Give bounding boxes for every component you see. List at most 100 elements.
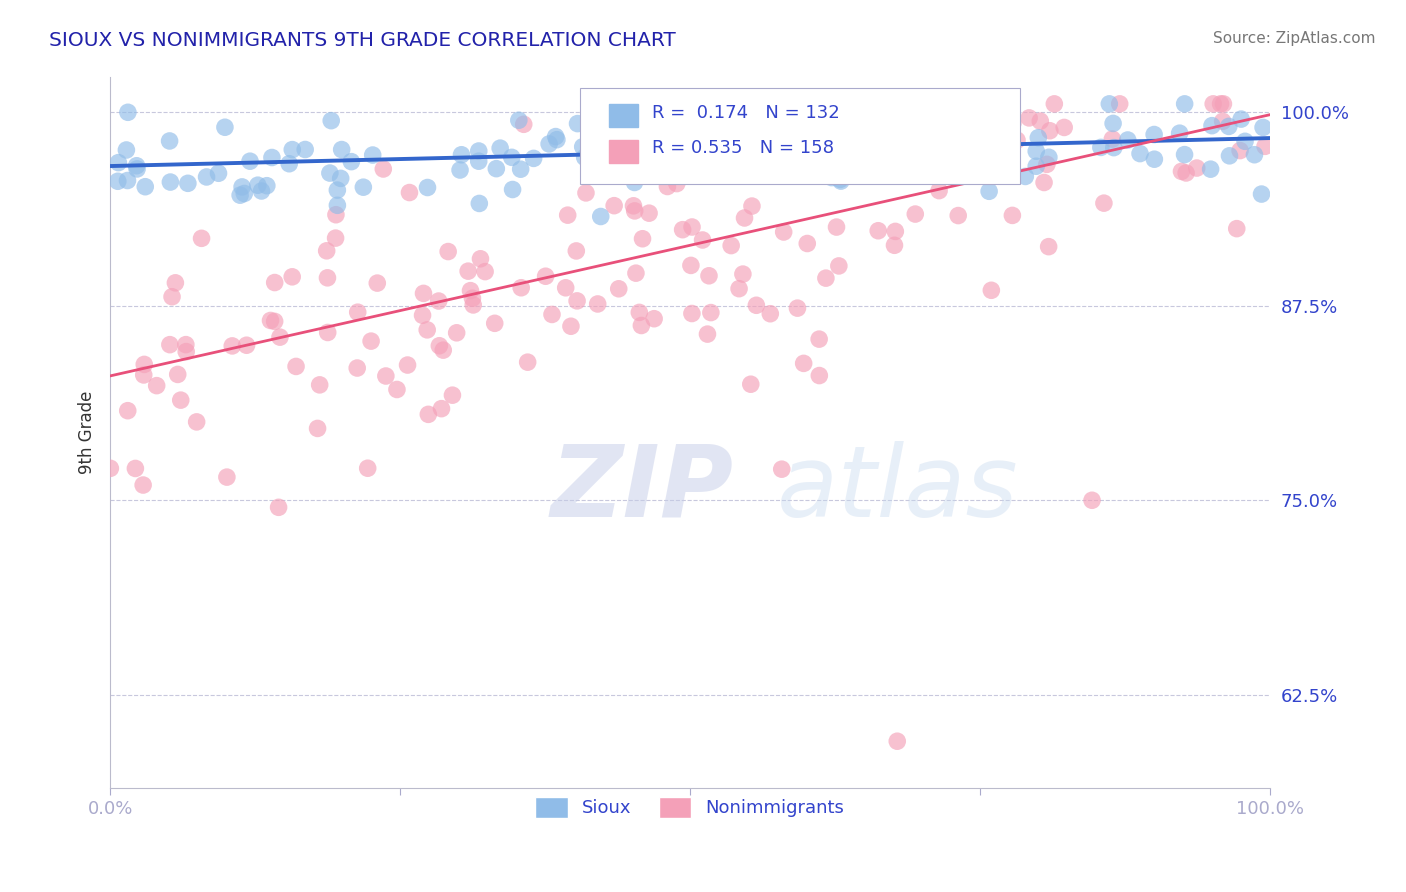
Point: [628, 305, 651, 319]
Point: [830, 172, 852, 186]
Point: [914, 135, 936, 149]
Point: [235, 338, 257, 352]
Point: [412, 286, 434, 301]
Point: [724, 127, 747, 141]
Point: [1243, 147, 1265, 161]
Point: [669, 153, 692, 167]
Point: [557, 208, 579, 222]
Point: [963, 157, 986, 171]
Point: [707, 142, 730, 156]
Point: [734, 211, 756, 225]
Point: [720, 238, 742, 252]
Point: [523, 152, 546, 166]
Point: [1039, 124, 1062, 138]
Point: [786, 301, 808, 315]
Point: [560, 319, 582, 334]
Point: [1234, 134, 1257, 148]
Point: [485, 161, 508, 176]
Point: [195, 169, 218, 184]
Point: [474, 264, 496, 278]
Point: [186, 415, 208, 429]
Point: [1005, 133, 1028, 147]
Point: [166, 368, 188, 382]
Point: [330, 143, 353, 157]
Point: [1168, 126, 1191, 140]
Point: [509, 162, 531, 177]
Point: [657, 179, 679, 194]
Point: [737, 128, 759, 142]
Point: [643, 311, 665, 326]
Point: [631, 232, 654, 246]
Point: [630, 318, 652, 333]
Point: [565, 293, 588, 308]
Point: [325, 231, 347, 245]
Point: [259, 313, 281, 327]
Point: [1090, 140, 1112, 154]
Point: [1250, 187, 1272, 202]
Point: [360, 334, 382, 348]
Point: [263, 314, 285, 328]
Point: [233, 186, 256, 201]
Point: [430, 401, 453, 416]
Point: [1038, 150, 1060, 164]
Point: [697, 268, 720, 283]
Point: [794, 153, 817, 168]
Point: [207, 166, 229, 180]
Point: [1001, 208, 1024, 222]
Point: [948, 209, 970, 223]
Point: [1018, 111, 1040, 125]
Point: [396, 358, 419, 372]
Point: [468, 144, 491, 158]
Point: [321, 113, 343, 128]
Point: [160, 290, 183, 304]
Point: [463, 298, 485, 312]
Point: [638, 206, 661, 220]
Point: [489, 141, 512, 155]
Point: [427, 293, 450, 308]
Point: [1199, 162, 1222, 177]
Point: [1143, 152, 1166, 166]
Point: [190, 231, 212, 245]
Point: [811, 156, 834, 170]
Point: [1081, 493, 1104, 508]
Point: [134, 179, 156, 194]
Point: [107, 174, 129, 188]
Point: [125, 161, 148, 176]
Point: [229, 188, 252, 202]
Point: [808, 368, 831, 383]
Point: [340, 154, 363, 169]
Point: [681, 219, 703, 234]
Point: [825, 220, 848, 235]
Point: [285, 359, 308, 374]
Point: [910, 123, 932, 137]
Point: [468, 196, 491, 211]
Point: [740, 377, 762, 392]
Point: [449, 163, 471, 178]
Point: [770, 144, 793, 158]
Point: [319, 166, 342, 180]
Point: [1143, 128, 1166, 142]
Point: [446, 326, 468, 340]
Point: [877, 138, 900, 153]
Point: [675, 161, 697, 176]
Point: [1029, 114, 1052, 128]
Point: [263, 276, 285, 290]
Point: [554, 281, 576, 295]
Point: [592, 155, 614, 169]
Point: [565, 244, 588, 258]
Point: [731, 267, 754, 281]
Point: [457, 264, 479, 278]
Point: [1170, 164, 1192, 178]
Point: [931, 139, 953, 153]
Point: [830, 174, 852, 188]
Point: [294, 143, 316, 157]
Point: [374, 369, 396, 384]
Point: [752, 134, 775, 148]
Point: [125, 159, 148, 173]
Point: [956, 150, 979, 164]
Point: [427, 339, 450, 353]
Point: [796, 236, 818, 251]
Point: [361, 148, 384, 162]
Point: [883, 238, 905, 252]
Point: [437, 244, 460, 259]
